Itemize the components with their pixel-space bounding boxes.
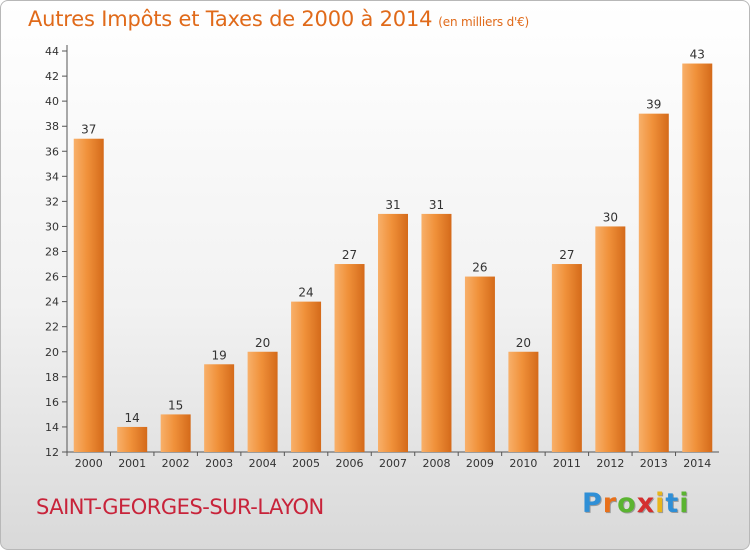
data-label: 19 bbox=[211, 348, 226, 362]
data-label: 26 bbox=[472, 261, 487, 275]
y-tick-label: 32 bbox=[45, 195, 59, 208]
x-tick-label: 2005 bbox=[292, 457, 320, 470]
bar bbox=[204, 364, 235, 452]
y-tick-label: 26 bbox=[45, 271, 59, 284]
y-tick-label: 14 bbox=[45, 421, 59, 434]
logo-letter: t bbox=[665, 488, 680, 519]
y-tick-label: 28 bbox=[45, 246, 59, 259]
logo-letter: x bbox=[636, 488, 656, 519]
y-tick-label: 12 bbox=[45, 446, 59, 459]
y-tick-label: 36 bbox=[45, 145, 59, 158]
x-tick-label: 2004 bbox=[249, 457, 277, 470]
bar bbox=[551, 264, 582, 452]
y-tick-label: 40 bbox=[45, 95, 59, 108]
y-tick-label: 18 bbox=[45, 371, 59, 384]
x-tick-label: 2007 bbox=[379, 457, 407, 470]
data-label: 20 bbox=[255, 336, 270, 350]
y-tick-label: 20 bbox=[45, 346, 59, 359]
bar bbox=[160, 414, 191, 452]
x-tick-label: 2003 bbox=[205, 457, 233, 470]
data-label: 39 bbox=[646, 98, 661, 112]
data-label: 20 bbox=[516, 336, 531, 350]
bar bbox=[638, 113, 669, 452]
y-tick-label: 16 bbox=[45, 396, 59, 409]
data-label: 14 bbox=[125, 411, 140, 425]
x-tick-label: 2012 bbox=[596, 457, 624, 470]
x-tick-label: 2009 bbox=[466, 457, 494, 470]
data-label: 27 bbox=[559, 248, 574, 262]
data-label: 43 bbox=[690, 48, 705, 62]
y-tick-label: 30 bbox=[45, 220, 59, 233]
x-tick-label: 2014 bbox=[683, 457, 711, 470]
data-label: 24 bbox=[298, 286, 313, 300]
x-tick-label: 2008 bbox=[422, 457, 450, 470]
data-label: 15 bbox=[168, 398, 183, 412]
x-tick-label: 2013 bbox=[640, 457, 668, 470]
logo-letter: i bbox=[679, 488, 690, 519]
bar bbox=[508, 351, 539, 452]
commune-name: SAINT-GEORGES-SUR-LAYON bbox=[36, 495, 324, 519]
x-tick-label: 2002 bbox=[162, 457, 190, 470]
bar bbox=[291, 301, 322, 452]
bar bbox=[595, 226, 626, 452]
bar bbox=[73, 138, 104, 452]
bar bbox=[682, 63, 713, 452]
logo-letter: P bbox=[582, 488, 603, 519]
x-tick-label: 2001 bbox=[118, 457, 146, 470]
data-label: 30 bbox=[603, 210, 618, 224]
y-tick-label: 44 bbox=[45, 45, 59, 58]
data-label: 31 bbox=[429, 198, 444, 212]
bar bbox=[378, 213, 408, 452]
proxiti-logo: Proxiti bbox=[582, 488, 690, 519]
data-label: 37 bbox=[81, 123, 96, 137]
chart-title-text: Autres Impôts et Taxes de 2000 à 2014 bbox=[28, 7, 433, 31]
y-tick-label: 22 bbox=[45, 321, 59, 334]
x-tick-label: 2006 bbox=[336, 457, 364, 470]
logo-letter: o bbox=[617, 488, 637, 519]
bar bbox=[117, 426, 148, 452]
bar bbox=[421, 213, 452, 452]
logo-letter: r bbox=[602, 488, 618, 519]
data-label: 31 bbox=[385, 198, 400, 212]
chart-title: Autres Impôts et Taxes de 2000 à 2014 (en… bbox=[28, 7, 529, 31]
bar bbox=[334, 264, 365, 452]
y-tick-label: 24 bbox=[45, 296, 59, 309]
y-tick-label: 34 bbox=[45, 170, 59, 183]
x-tick-label: 2010 bbox=[509, 457, 537, 470]
y-tick-label: 38 bbox=[45, 120, 59, 133]
y-tick-label: 42 bbox=[45, 70, 59, 83]
x-tick-label: 2000 bbox=[75, 457, 103, 470]
logo-letter: i bbox=[655, 488, 666, 519]
x-tick-label: 2011 bbox=[553, 457, 581, 470]
bar bbox=[464, 276, 495, 452]
unit-note: (en milliers d'€) bbox=[438, 15, 530, 29]
bar bbox=[247, 351, 278, 452]
data-label: 27 bbox=[342, 248, 357, 262]
